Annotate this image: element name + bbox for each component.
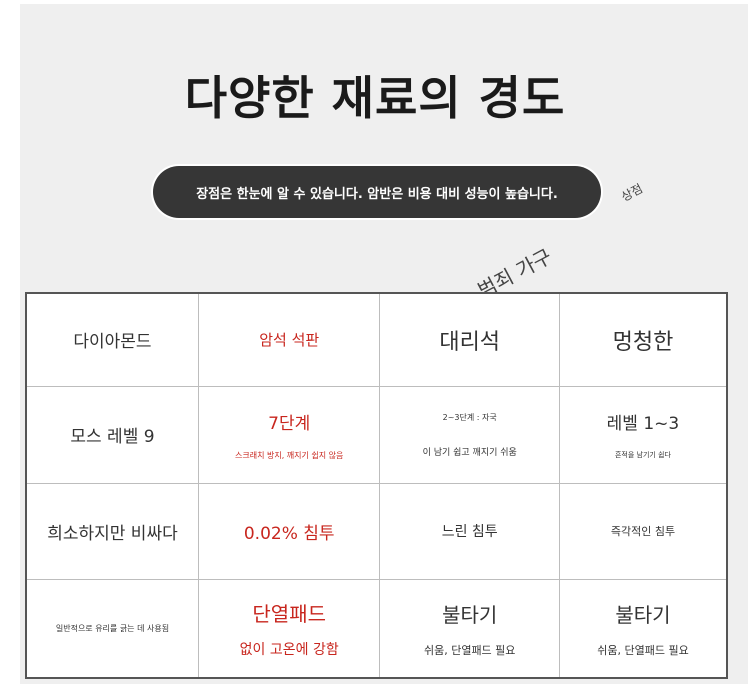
cell-heading: 7단계 bbox=[268, 413, 311, 434]
cell-heading: 2~3단계 : 자국 bbox=[442, 412, 497, 422]
table-cell: 0.02% 침투 bbox=[197, 482, 381, 580]
table-row: 희소하지만 비싸다 0.02% 침투 느린 침투 즉각적인 침투 bbox=[25, 482, 728, 580]
cell-note: 이 남기 쉽고 깨지기 쉬움 bbox=[422, 447, 517, 458]
subtitle-banner: 장점은 한눈에 알 수 있습니다. 암반은 비용 대비 성능이 높습니다. bbox=[153, 166, 601, 218]
subtitle-text: 장점은 한눈에 알 수 있습니다. 암반은 비용 대비 성능이 높습니다. bbox=[196, 186, 558, 202]
cell-note: 스크래치 방지, 깨지기 쉽지 않음 bbox=[235, 450, 344, 460]
cell-heading: 불타기 bbox=[615, 602, 671, 627]
table-cell: 느린 침투 bbox=[379, 482, 560, 580]
cell-note: 흔적을 남기기 쉽다 bbox=[614, 451, 671, 459]
cell-note: 쉬움, 단열패드 필요 bbox=[597, 643, 689, 657]
cell-note: 쉬움, 단열패드 필요 bbox=[423, 643, 516, 657]
cell-heading: 레벨 1~3 bbox=[606, 414, 680, 434]
table-row: 다이아몬드 암석 석판 대리석 멍청한 bbox=[25, 292, 728, 387]
table-cell: 멍청한 bbox=[558, 292, 728, 387]
table-cell: 일반적으로 유리를 긁는 데 사용됨 bbox=[25, 578, 199, 679]
table-cell: 모스 레벨 9 bbox=[25, 385, 199, 484]
table-cell: 희소하지만 비싸다 bbox=[25, 482, 199, 580]
table-cell: 즉각적인 침투 bbox=[558, 482, 728, 580]
table-cell: 다이아몬드 bbox=[25, 292, 199, 387]
cell-note: 없이 고온에 강함 bbox=[239, 641, 339, 658]
cell-heading: 불타기 bbox=[442, 602, 498, 627]
page-title: 다양한 재료의 경도 bbox=[184, 71, 566, 125]
table-cell: 암석 석판 bbox=[197, 292, 381, 387]
table-cell: 대리석 bbox=[379, 292, 560, 387]
table-cell: 레벨 1~3 흔적을 남기기 쉽다 bbox=[558, 385, 728, 484]
cell-heading: 단열패드 bbox=[252, 601, 327, 626]
